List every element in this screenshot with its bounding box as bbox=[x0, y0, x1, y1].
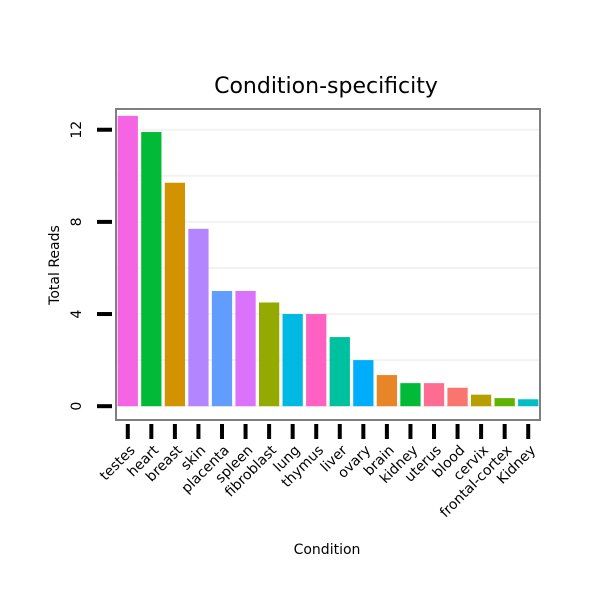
bar-spleen bbox=[235, 290, 256, 407]
bar-heart bbox=[141, 132, 162, 407]
plot-border bbox=[115, 108, 541, 421]
x-axis: testesheartbreastskinplacentaspleenfibro… bbox=[97, 424, 539, 521]
y-tick-label: 0 bbox=[69, 402, 85, 411]
bar-lung bbox=[282, 314, 303, 407]
bar-liver bbox=[329, 337, 350, 407]
bar-blood bbox=[447, 387, 468, 407]
y-tick-label: 8 bbox=[69, 217, 85, 226]
bar-ovary bbox=[353, 360, 374, 407]
plot-background bbox=[116, 109, 540, 420]
y-axis: 0 4 8 12 bbox=[69, 121, 112, 411]
bar-testes bbox=[117, 115, 138, 407]
bars bbox=[117, 115, 539, 407]
chart-title: Condition-specificity bbox=[214, 74, 438, 99]
y-axis-label: Total Reads bbox=[47, 225, 63, 306]
bar-placenta bbox=[211, 290, 233, 407]
bar-thymus bbox=[306, 314, 327, 407]
y-tick-label: 4 bbox=[69, 309, 85, 318]
bar-breast bbox=[164, 182, 186, 407]
bar-skin bbox=[188, 228, 209, 407]
bar-frontal-cortex bbox=[494, 398, 515, 407]
x-axis-label: Condition bbox=[294, 542, 361, 558]
bar-uterus bbox=[423, 383, 445, 407]
bar-cervix bbox=[470, 394, 492, 407]
bar-kidney bbox=[400, 383, 421, 407]
bar-Kidney bbox=[518, 399, 539, 407]
gridlines bbox=[116, 128, 540, 408]
bar-fibroblast bbox=[258, 302, 280, 407]
y-tick-label: 12 bbox=[69, 121, 85, 139]
bar-brain bbox=[376, 375, 398, 407]
